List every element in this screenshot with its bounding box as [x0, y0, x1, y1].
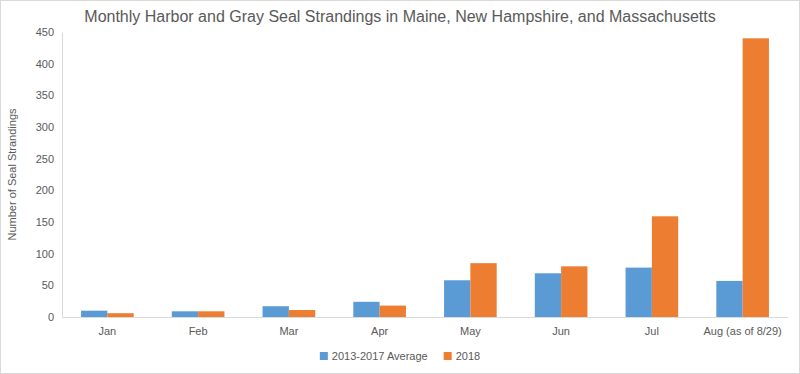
x-tick-label: May	[460, 325, 481, 337]
y-tick: 250	[36, 153, 62, 165]
bar	[444, 280, 470, 317]
x-tick: Jul	[645, 317, 659, 337]
chart: 0 50 100 150 200 250 300 350 400 450 Jan Feb Mar Apr M…	[0, 0, 800, 374]
y-tick: 350	[36, 89, 62, 101]
chart-border	[1, 1, 800, 374]
x-tick: Jan	[99, 317, 117, 337]
y-axis-title: Number of Seal Strandings	[6, 108, 18, 241]
legend-swatch	[320, 352, 328, 360]
y-tick-label: 450	[36, 26, 54, 38]
x-axis-line	[63, 317, 789, 318]
y-tick-label: 0	[48, 311, 54, 323]
x-axis: Jan Feb Mar Apr May Jun Jul Aug (as of 8/29)	[63, 317, 789, 337]
bar	[561, 266, 587, 317]
legend-label: 2013-2017 Average	[332, 350, 428, 362]
bar	[263, 306, 289, 317]
series	[81, 268, 743, 317]
bar	[81, 311, 107, 317]
legend-label: 2018	[456, 350, 480, 362]
title: Monthly Harbor and Gray Seal Strandings …	[84, 8, 715, 25]
x-tick-label: Jan	[99, 325, 117, 337]
x-tick: Mar	[279, 317, 298, 337]
bar	[107, 313, 133, 317]
bar	[353, 302, 379, 317]
x-tick-label: Feb	[189, 325, 208, 337]
x-tick-label: Jun	[552, 325, 570, 337]
x-tick: Apr	[371, 317, 388, 337]
legend-item: 2018	[444, 350, 480, 362]
y-tick: 50	[42, 279, 62, 291]
bar	[289, 310, 315, 317]
y-tick-label: 400	[36, 58, 54, 70]
y-tick: 100	[36, 248, 62, 260]
bar	[535, 273, 561, 317]
y-tick: 400	[36, 58, 62, 70]
x-tick-label: Aug (as of 8/29)	[703, 325, 781, 337]
y-tick: 200	[36, 184, 62, 196]
bar	[198, 311, 224, 317]
bar	[380, 306, 406, 317]
y-tick: 150	[36, 216, 62, 228]
bar	[716, 281, 742, 317]
y-tick-label: 300	[36, 121, 54, 133]
bars	[81, 38, 769, 317]
x-tick-label: Jul	[645, 325, 659, 337]
y-tick: 300	[36, 121, 62, 133]
y-tick-label: 250	[36, 153, 54, 165]
bar	[652, 216, 678, 317]
y-tick-label: 100	[36, 248, 54, 260]
x-tick-label: Mar	[279, 325, 298, 337]
y-tick-label: 350	[36, 89, 54, 101]
bar	[470, 263, 496, 317]
legend-item: 2013-2017 Average	[320, 350, 428, 362]
series	[107, 38, 769, 317]
x-tick: May	[460, 317, 481, 337]
bar	[743, 38, 769, 317]
bar	[626, 268, 652, 317]
x-tick-label: Apr	[371, 325, 388, 337]
y-tick-label: 200	[36, 184, 54, 196]
y-axis: 0 50 100 150 200 250 300 350 400 450	[36, 26, 63, 323]
plot-area: 0 50 100 150 200 250 300 350 400 450 Jan Feb Mar Apr M…	[36, 26, 789, 337]
x-tick: Feb	[189, 317, 208, 337]
y-axis-line	[62, 33, 63, 318]
y-tick-label: 50	[42, 279, 54, 291]
y-tick: 0	[48, 311, 62, 323]
y-tick-label: 150	[36, 216, 54, 228]
bar	[172, 311, 198, 317]
y-tick: 450	[36, 26, 62, 38]
legend-swatch	[444, 352, 452, 360]
legend: 2013-2017 Average 2018	[320, 350, 480, 362]
x-tick: Jun	[552, 317, 570, 337]
x-tick: Aug (as of 8/29)	[703, 317, 781, 337]
